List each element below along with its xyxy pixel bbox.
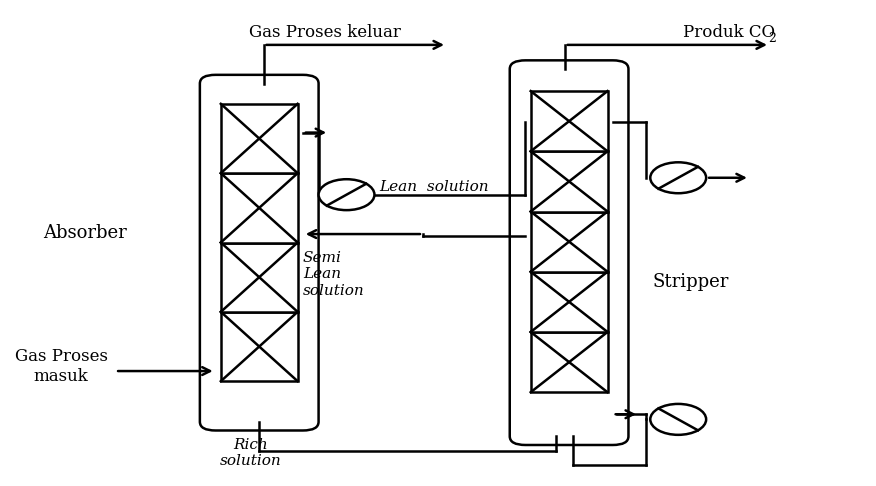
FancyBboxPatch shape [200, 75, 319, 431]
Text: Lean  solution: Lean solution [378, 180, 489, 194]
Text: 2: 2 [768, 32, 776, 45]
Circle shape [650, 404, 706, 435]
Text: Semi
Lean
solution: Semi Lean solution [303, 251, 364, 297]
Bar [531, 272, 608, 332]
Circle shape [650, 162, 706, 193]
Text: Produk CO: Produk CO [682, 24, 774, 41]
Bar [531, 151, 608, 211]
FancyBboxPatch shape [510, 60, 628, 445]
Bar [221, 312, 298, 381]
Bar [531, 91, 608, 151]
Circle shape [319, 179, 374, 210]
Bar [531, 211, 608, 272]
Text: Absorber: Absorber [43, 225, 126, 243]
Text: Stripper: Stripper [652, 273, 729, 291]
Bar [531, 332, 608, 392]
Bar [221, 173, 298, 243]
Text: Rich
solution: Rich solution [220, 438, 281, 469]
Text: Gas Proses keluar: Gas Proses keluar [249, 24, 400, 41]
Text: Gas Proses
masuk: Gas Proses masuk [15, 348, 108, 384]
Bar [221, 243, 298, 312]
Bar [221, 104, 298, 173]
